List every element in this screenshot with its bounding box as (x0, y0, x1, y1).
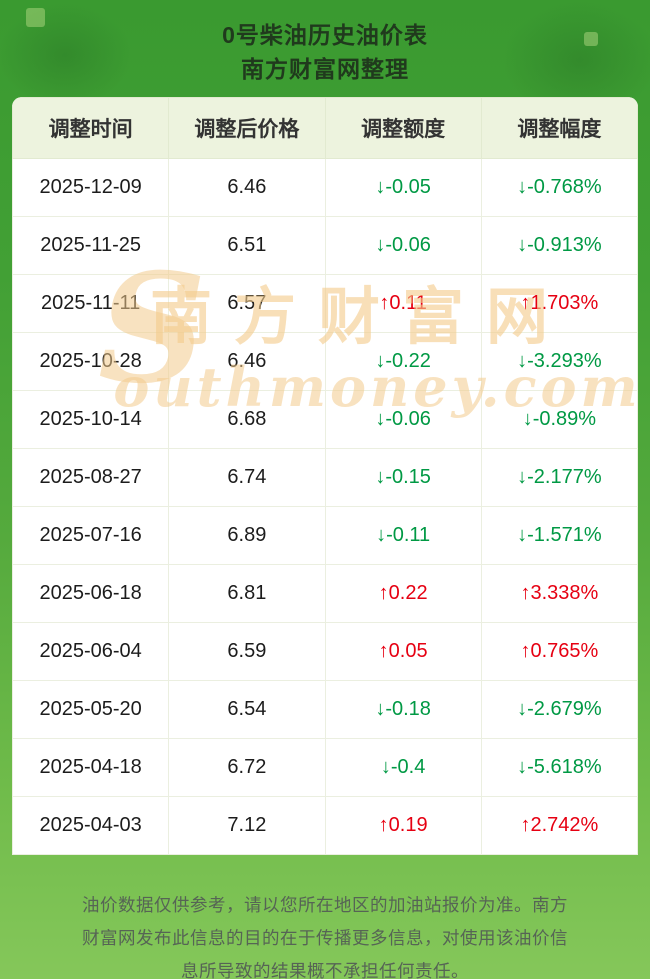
column-header: 调整时间 (12, 97, 170, 159)
table: 调整时间 调整后价格 调整额度 调整幅度 2025-12-09 6.46 ↓-0.05 ↓-… (12, 97, 638, 855)
cell-change: ↓-0.22 (324, 332, 482, 391)
cell-price: 6.57 (168, 274, 326, 333)
cell-date: 2025-11-11 (12, 274, 170, 333)
page-subtitle: 南方财富网整理 (241, 56, 409, 82)
cell-percent: ↓-2.679% (480, 680, 638, 739)
cell-price: 6.81 (168, 564, 326, 623)
cell-price: 6.59 (168, 622, 326, 681)
cell-price: 6.72 (168, 738, 326, 797)
cell-percent: ↓-1.571% (480, 506, 638, 565)
page-header: 0号柴油历史油价表 南方财富网整理 (0, 0, 650, 86)
table-row: 2025-08-27 6.74 ↓-0.15 ↓-2.177% (12, 448, 638, 507)
cell-date: 2025-08-27 (12, 448, 170, 507)
cell-change: ↓-0.06 (324, 390, 482, 449)
disclaimer-text: 油价数据仅供参考，请以您所在地区的加油站报价为准。南方财富网发布此信息的目的在于… (82, 895, 568, 979)
table-row: 2025-11-11 6.57 ↑0.11 ↑1.703% (12, 274, 638, 333)
cell-price: 7.12 (168, 796, 326, 855)
cell-percent: ↓-0.768% (480, 158, 638, 217)
table-row: 2025-06-18 6.81 ↑0.22 ↑3.338% (12, 564, 638, 623)
cell-change: ↓-0.18 (324, 680, 482, 739)
cell-date: 2025-06-18 (12, 564, 170, 623)
table-row: 2025-10-28 6.46 ↓-0.22 ↓-3.293% (12, 332, 638, 391)
cell-date: 2025-10-14 (12, 390, 170, 449)
cell-percent: ↑1.703% (480, 274, 638, 333)
cell-price: 6.89 (168, 506, 326, 565)
table-row: 2025-11-25 6.51 ↓-0.06 ↓-0.913% (12, 216, 638, 275)
cell-percent: ↓-3.293% (480, 332, 638, 391)
cell-date: 2025-12-09 (12, 158, 170, 217)
cell-percent: ↑0.765% (480, 622, 638, 681)
cell-percent: ↓-2.177% (480, 448, 638, 507)
price-history-table: 调整时间 调整后价格 调整额度 调整幅度 2025-12-09 6.46 ↓-0.05 ↓-… (12, 97, 638, 855)
cell-date: 2025-07-16 (12, 506, 170, 565)
table-row: 2025-10-14 6.68 ↓-0.06 ↓-0.89% (12, 390, 638, 449)
cell-price: 6.51 (168, 216, 326, 275)
cell-change: ↑0.11 (324, 274, 482, 333)
cell-change: ↑0.19 (324, 796, 482, 855)
table-row: 2025-06-04 6.59 ↑0.05 ↑0.765% (12, 622, 638, 681)
column-header: 调整后价格 (168, 97, 326, 159)
cell-change: ↑0.22 (324, 564, 482, 623)
cell-date: 2025-06-04 (12, 622, 170, 681)
cell-date: 2025-04-18 (12, 738, 170, 797)
cell-percent: ↓-0.913% (480, 216, 638, 275)
cell-change: ↓-0.11 (324, 506, 482, 565)
table-row: 2025-04-18 6.72 ↓-0.4 ↓-5.618% (12, 738, 638, 797)
cell-price: 6.68 (168, 390, 326, 449)
table-row: 2025-04-03 7.12 ↑0.19 ↑2.742% (12, 796, 638, 855)
cell-price: 6.54 (168, 680, 326, 739)
cell-date: 2025-11-25 (12, 216, 170, 275)
cell-percent: ↑3.338% (480, 564, 638, 623)
cell-change: ↓-0.4 (324, 738, 482, 797)
cell-change: ↓-0.05 (324, 158, 482, 217)
cell-percent: ↑2.742% (480, 796, 638, 855)
page-title: 0号柴油历史油价表 (222, 22, 428, 48)
column-header: 调整幅度 (480, 97, 638, 159)
cell-price: 6.46 (168, 158, 326, 217)
table-row: 2025-12-09 6.46 ↓-0.05 ↓-0.768% (12, 158, 638, 217)
table-row: 2025-05-20 6.54 ↓-0.18 ↓-2.679% (12, 680, 638, 739)
cell-date: 2025-05-20 (12, 680, 170, 739)
table-header-row: 调整时间 调整后价格 调整额度 调整幅度 (12, 97, 638, 159)
cell-change: ↓-0.15 (324, 448, 482, 507)
cell-date: 2025-04-03 (12, 796, 170, 855)
cell-change: ↑0.05 (324, 622, 482, 681)
cell-price: 6.46 (168, 332, 326, 391)
cell-percent: ↓-0.89% (480, 390, 638, 449)
table-row: 2025-07-16 6.89 ↓-0.11 ↓-1.571% (12, 506, 638, 565)
cell-date: 2025-10-28 (12, 332, 170, 391)
column-header: 调整额度 (324, 97, 482, 159)
cell-price: 6.74 (168, 448, 326, 507)
cell-change: ↓-0.06 (324, 216, 482, 275)
cell-percent: ↓-5.618% (480, 738, 638, 797)
table-body: 2025-12-09 6.46 ↓-0.05 ↓-0.768% 2025-11-25 6.… (12, 158, 638, 855)
